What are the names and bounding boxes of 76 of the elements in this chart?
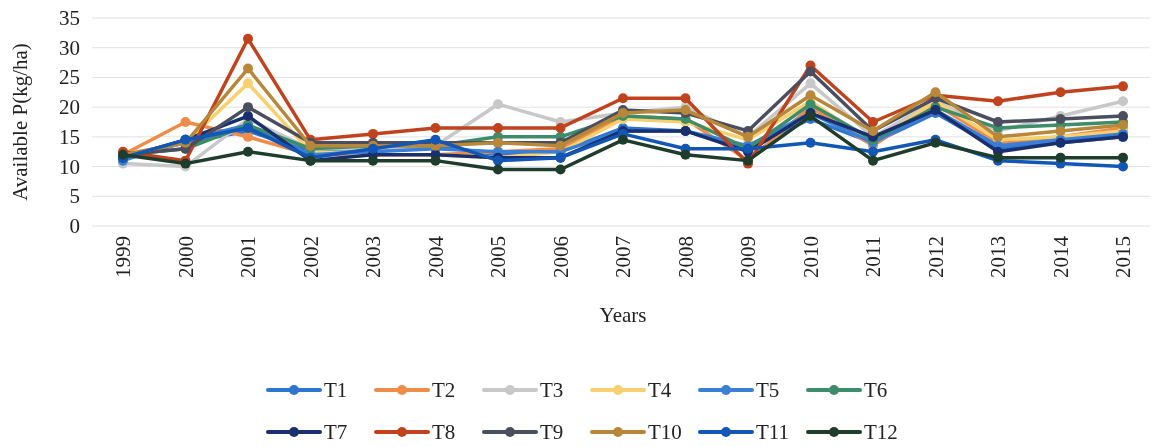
y-axis-title: Available P(kg/ha) (8, 43, 32, 201)
point (618, 134, 628, 145)
point (618, 93, 628, 104)
x-tick-label: 2004 (423, 235, 448, 278)
x-tick-label: 2006 (548, 236, 573, 278)
point (805, 137, 816, 148)
y-tick-label: 20 (59, 95, 80, 120)
x-tick-label: 2012 (923, 236, 948, 278)
y-tick-label: 5 (69, 184, 80, 209)
point (430, 155, 441, 166)
point (805, 78, 816, 89)
x-axis-title: Years (599, 303, 647, 327)
point (1055, 152, 1066, 163)
point (243, 33, 253, 44)
y-tick-label: 15 (59, 124, 80, 149)
point (1118, 96, 1128, 107)
point (1055, 125, 1066, 136)
legend-label: T1 (324, 378, 348, 402)
point (680, 93, 691, 104)
legend-label: T6 (864, 378, 888, 402)
x-tick-label: 2008 (673, 236, 698, 278)
point (555, 122, 566, 133)
point (243, 78, 253, 89)
legend-label: T11 (756, 420, 790, 444)
y-tick-label: 0 (69, 214, 80, 238)
x-tick-label: 2007 (611, 236, 635, 278)
legend-label: T7 (324, 420, 348, 444)
legend-label: T2 (432, 378, 456, 402)
x-tick-label: 2015 (1111, 236, 1135, 278)
point (868, 146, 878, 157)
x-tick-label: 2001 (236, 236, 260, 278)
x-tick-label: 2000 (173, 236, 198, 278)
point (1118, 81, 1128, 92)
y-tick-label: 35 (59, 6, 80, 30)
legend-label: T3 (540, 378, 564, 402)
x-tick-label: 2013 (986, 236, 1010, 278)
point (1118, 161, 1128, 172)
y-tick-label: 25 (59, 65, 80, 90)
point (368, 128, 378, 139)
point (1055, 87, 1066, 98)
x-tick-label: 2002 (298, 236, 323, 278)
point (493, 164, 503, 175)
y-tick-label: 30 (59, 35, 80, 60)
point (805, 66, 816, 77)
x-tick-label: 2005 (486, 236, 510, 278)
x-tick-label: 2014 (1048, 235, 1073, 278)
point (555, 164, 566, 175)
point (180, 117, 191, 127)
legend-label: T10 (648, 420, 682, 444)
point (368, 155, 378, 166)
point (1118, 111, 1128, 122)
legend-label: T4 (648, 378, 672, 402)
x-tick-label: 2003 (361, 236, 385, 278)
legend-label: T5 (756, 378, 780, 402)
point (993, 96, 1003, 107)
x-tick-label: 1999 (111, 236, 135, 278)
legend-label: T12 (864, 420, 898, 444)
point (430, 122, 441, 133)
point (243, 63, 253, 74)
point (243, 146, 253, 157)
point (243, 102, 253, 113)
point (868, 117, 878, 127)
point (868, 155, 878, 166)
legend-label: T8 (432, 420, 456, 444)
x-tick-label: 2009 (736, 236, 760, 278)
point (805, 90, 816, 101)
y-tick-label: 10 (59, 154, 80, 179)
x-tick-label: 2010 (798, 236, 823, 278)
point (680, 149, 691, 160)
point (993, 117, 1003, 127)
point (493, 122, 503, 133)
point (493, 99, 503, 110)
x-tick-label: 2011 (861, 236, 885, 278)
point (243, 131, 253, 142)
legend-label: T9 (540, 420, 564, 444)
point (1118, 152, 1128, 163)
